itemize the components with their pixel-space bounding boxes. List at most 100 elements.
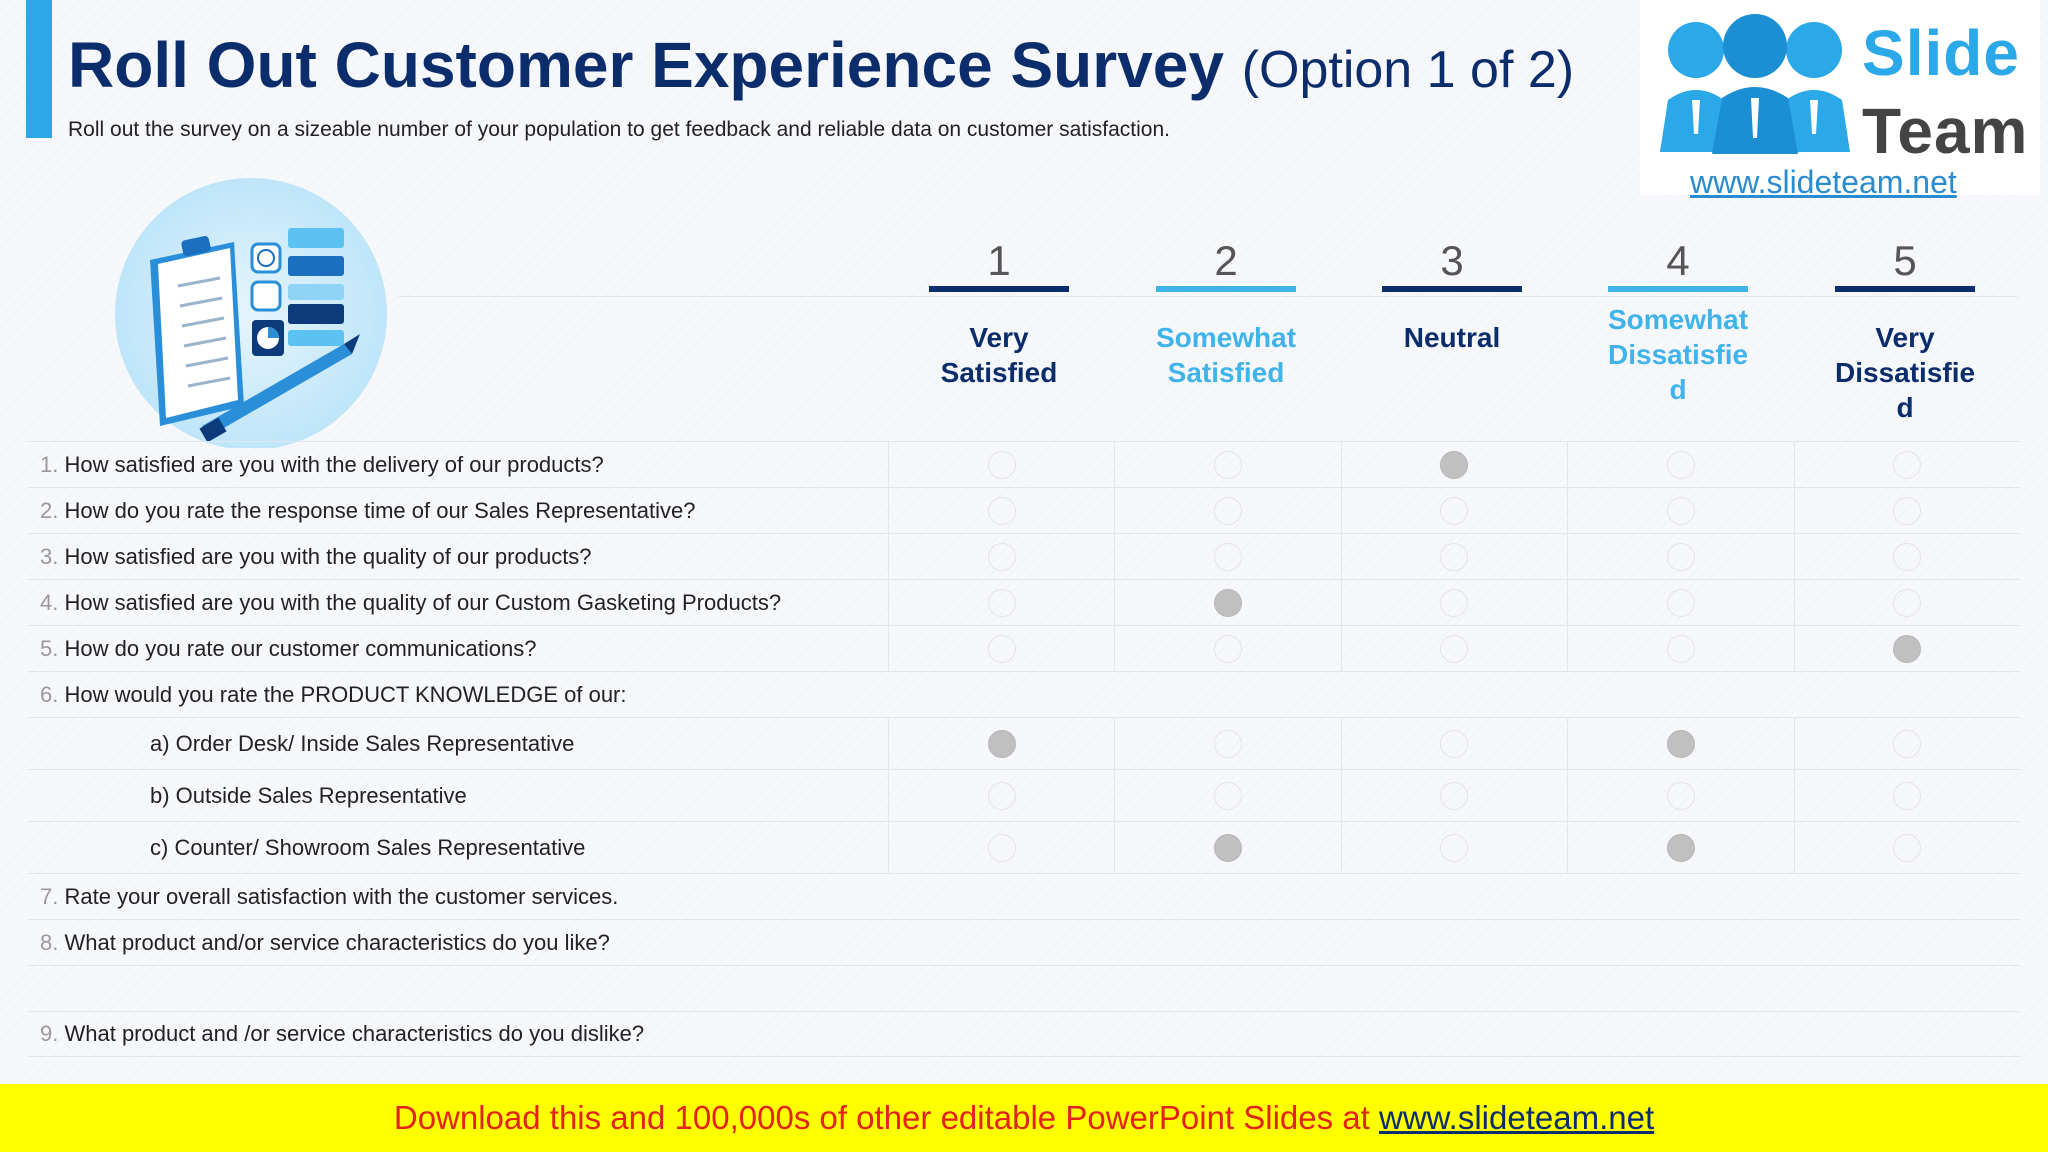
question-number: 9.	[40, 1021, 59, 1046]
table-row: 2. How do you rate the response time of …	[28, 487, 2020, 533]
radio-button[interactable]	[987, 634, 1016, 663]
radio-button[interactable]	[1214, 729, 1243, 758]
scale-number: 5	[1893, 237, 1917, 284]
radio-button[interactable]	[1893, 496, 1922, 525]
question-text: 5. How do you rate our customer communic…	[40, 636, 536, 662]
radio-button[interactable]	[1214, 542, 1243, 571]
radio-button-selected[interactable]	[1893, 634, 1922, 663]
radio-button[interactable]	[1440, 542, 1469, 571]
footer-link[interactable]: www.slideteam.net	[1379, 1099, 1655, 1136]
radio-button[interactable]	[1666, 634, 1695, 663]
radio-button[interactable]	[987, 781, 1016, 810]
rating-cell	[1567, 822, 1793, 873]
rating-cell	[1114, 822, 1340, 873]
radio-button[interactable]	[1440, 729, 1469, 758]
radio-button-selected[interactable]	[987, 729, 1016, 758]
radio-button[interactable]	[1893, 588, 1922, 617]
question-label: How would you rate the PRODUCT KNOWLEDGE…	[64, 681, 627, 707]
radio-button[interactable]	[987, 450, 1016, 479]
question-text: 9. What product and /or service characte…	[40, 1021, 644, 1047]
survey-table: 1. How satisfied are you with the delive…	[28, 441, 2020, 1057]
table-row: 6. How would you rate the PRODUCT KNOWLE…	[28, 671, 2020, 717]
table-row	[28, 965, 2020, 1011]
scale-underline	[1835, 286, 1975, 292]
people-group-icon	[1660, 14, 1850, 154]
rating-cell	[1793, 822, 2020, 873]
radio-button[interactable]	[1666, 588, 1695, 617]
radio-button-selected[interactable]	[1214, 833, 1243, 862]
rating-cell	[1567, 488, 1793, 533]
question-text: b) Outside Sales Representative	[150, 782, 467, 808]
rating-cell	[1340, 626, 1567, 671]
question-text: 1. How satisfied are you with the delive…	[40, 452, 604, 478]
rating-cell	[888, 580, 1114, 625]
rating-cells	[888, 534, 2020, 579]
page-title: Roll Out Customer Experience Survey (Opt…	[68, 28, 1574, 102]
rating-cells	[888, 626, 2020, 671]
radio-button-selected[interactable]	[1214, 588, 1243, 617]
rating-cell	[888, 534, 1114, 579]
radio-button[interactable]	[987, 496, 1016, 525]
logo-url-link[interactable]: www.slideteam.net	[1690, 164, 1957, 200]
question-text: a) Order Desk/ Inside Sales Representati…	[150, 730, 575, 756]
question-text: 2. How do you rate the response time of …	[40, 498, 696, 524]
radio-button-selected[interactable]	[1666, 833, 1695, 862]
rating-cell	[1567, 534, 1793, 579]
scale-number: 2	[1214, 237, 1238, 284]
radio-button[interactable]	[987, 833, 1016, 862]
radio-button[interactable]	[1214, 634, 1243, 663]
scale-column-3: 3 Neutral	[1382, 236, 1522, 355]
question-number: 2.	[40, 497, 59, 523]
rating-cell	[888, 442, 1114, 487]
radio-button[interactable]	[1440, 634, 1469, 663]
radio-button[interactable]	[1666, 781, 1695, 810]
scale-number: 1	[987, 237, 1011, 284]
slideteam-logo: Slide Team www.slideteam.net	[1640, 0, 2040, 200]
scale-label: Very Dissatisfie d	[1835, 322, 1976, 423]
radio-button[interactable]	[1440, 833, 1469, 862]
question-label: What product and /or service characteris…	[64, 1021, 645, 1046]
rating-cell	[1340, 534, 1567, 579]
radio-button[interactable]	[1893, 542, 1922, 571]
table-row: 8. What product and/or service character…	[28, 919, 2020, 965]
question-number: 5.	[40, 635, 59, 661]
radio-button[interactable]	[1214, 496, 1243, 525]
question-number: 4.	[40, 589, 59, 615]
question-number: 6.	[40, 681, 59, 707]
table-row: 3. How satisfied are you with the qualit…	[28, 533, 2020, 579]
rating-cells	[888, 822, 2020, 873]
scale-label: Somewhat Satisfied	[1156, 322, 1297, 388]
radio-button[interactable]	[1666, 450, 1695, 479]
radio-button-selected[interactable]	[1666, 729, 1695, 758]
rating-cell	[1114, 442, 1340, 487]
radio-button[interactable]	[1666, 496, 1695, 525]
scale-number: 3	[1440, 237, 1464, 284]
radio-button[interactable]	[1214, 781, 1243, 810]
radio-button[interactable]	[1666, 542, 1695, 571]
footer-message: Download this and 100,000s of other edit…	[393, 1099, 1379, 1136]
radio-button[interactable]	[987, 542, 1016, 571]
radio-button[interactable]	[1440, 588, 1469, 617]
rating-cell	[1340, 822, 1567, 873]
radio-button[interactable]	[1893, 450, 1922, 479]
rating-cell	[1114, 626, 1340, 671]
radio-button[interactable]	[1440, 781, 1469, 810]
radio-button[interactable]	[1440, 496, 1469, 525]
scale-column-2: 2 Somewhat Satisfied	[1156, 236, 1296, 390]
table-row: 4. How satisfied are you with the qualit…	[28, 579, 2020, 625]
radio-button-selected[interactable]	[1440, 450, 1469, 479]
radio-button[interactable]	[1893, 833, 1922, 862]
rating-cell	[1340, 770, 1567, 821]
question-number: 8.	[40, 929, 59, 955]
rating-cell	[1567, 580, 1793, 625]
scale-number: 4	[1666, 237, 1690, 284]
radio-button[interactable]	[1893, 729, 1922, 758]
radio-button[interactable]	[1214, 450, 1243, 479]
radio-button[interactable]	[987, 588, 1016, 617]
radio-button[interactable]	[1893, 781, 1922, 810]
scale-label: Somewhat Dissatisfie d	[1608, 304, 1749, 405]
table-row: 5. How do you rate our customer communic…	[28, 625, 2020, 671]
title-suffix: (Option 1 of 2)	[1241, 41, 1575, 99]
scale-underline	[1608, 286, 1748, 292]
rating-cells	[888, 770, 2020, 821]
